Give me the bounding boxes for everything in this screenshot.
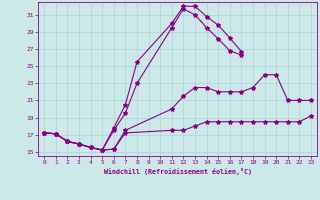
X-axis label: Windchill (Refroidissement éolien,°C): Windchill (Refroidissement éolien,°C) [104, 168, 252, 175]
